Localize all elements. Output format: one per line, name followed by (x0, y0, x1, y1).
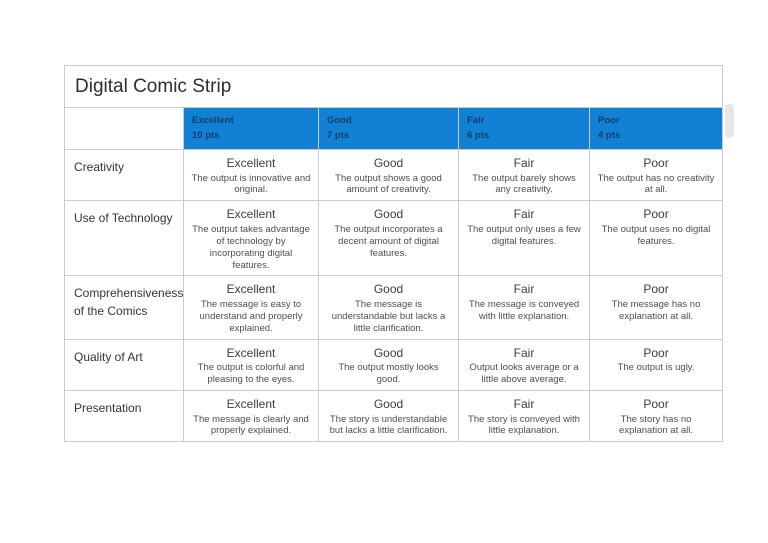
rating-header-label: Poor (598, 115, 620, 127)
rubric-title: Digital Comic Strip (63, 65, 724, 108)
rating-header-excellent[interactable]: Excellent 10 pts (183, 107, 319, 150)
rating-cell-heading: Good (373, 397, 404, 411)
rating-cell-description: The output takes advantage of technology… (192, 223, 310, 271)
corner-cell (64, 107, 184, 150)
rating-cell[interactable]: Fair The output only uses a few digital f… (458, 200, 590, 277)
criterion-row: Presentation Excellent The message is clea… (64, 389, 724, 443)
rating-header-points: 6 pts (467, 129, 490, 141)
criterion-label: Comprehensiveness of the Comics (64, 275, 184, 340)
rating-header-good[interactable]: Good 7 pts (318, 107, 459, 150)
rating-header-points: 10 pts (192, 129, 220, 141)
rating-cell-description: The message is understandable but lacks … (331, 299, 446, 334)
rating-cell[interactable]: Good The output shows a good amount of cr… (318, 148, 459, 202)
rating-cell[interactable]: Good The output mostly looks good. (318, 338, 459, 392)
criterion-row: Creativity Excellent The output is innovat… (64, 148, 724, 202)
rating-cell[interactable]: Poor The output is ugly. (588, 338, 724, 392)
rating-cell-description: The output shows a good amount of creati… (335, 172, 442, 196)
rating-cell-heading: Poor (643, 282, 669, 297)
criterion-label: Quality of Art (64, 338, 184, 392)
rating-cell[interactable]: Good The story is understandable but lack… (318, 389, 459, 443)
rating-cell-description: The story is understandable but lacks a … (329, 413, 448, 437)
rating-cell-description: The output is colorful and pleasing to t… (197, 362, 305, 386)
rating-cell-description: The message is conveyed with little expl… (468, 299, 580, 322)
title-row: Digital Comic Strip (63, 65, 724, 108)
rating-cell-heading: Excellent (226, 397, 276, 411)
rating-cell-heading: Good (373, 207, 404, 222)
criterion-row: Use of Technology Excellent The output tak… (64, 200, 724, 277)
rating-cell[interactable]: Fair The story is conveyed with little ex… (458, 389, 590, 443)
rating-cell-heading: Fair (513, 282, 535, 297)
rating-cell-description: The story has no explanation at all. (619, 413, 693, 437)
rating-cell-description: Output looks average or a little above a… (469, 362, 579, 386)
rating-cell-description: The story is conveyed with little explan… (468, 413, 580, 437)
rating-cell-description: The output barely shows any creativity. (472, 172, 576, 196)
rating-cell-heading: Poor (643, 156, 669, 170)
rating-cell-description: The output has no creativity at all. (597, 172, 715, 196)
rating-header-label: Good (327, 115, 352, 127)
criterion-label: Creativity (64, 148, 184, 202)
rating-cell-heading: Poor (643, 397, 669, 411)
criterion-label: Use of Technology (64, 200, 184, 277)
rating-cell-description: The output uses no digital features. (601, 223, 711, 247)
rating-cell-heading: Fair (513, 207, 535, 222)
rating-header-points: 4 pts (598, 129, 621, 141)
rating-header-label: Excellent (192, 115, 234, 127)
rating-cell-description: The output incorporates a decent amount … (334, 223, 443, 259)
rating-cell-heading: Excellent (226, 207, 276, 222)
rating-cell[interactable]: Fair Output looks average or a little abo… (458, 338, 590, 392)
rating-cell-description: The message is clearly and properly expl… (193, 413, 309, 437)
rating-cell[interactable]: Excellent The output takes advantage of t… (183, 200, 319, 277)
criterion-label: Presentation (64, 389, 184, 443)
rating-cell-heading: Fair (513, 345, 535, 360)
rating-cell-description: The output only uses a few digital featu… (467, 223, 581, 247)
rating-cell-heading: Fair (513, 397, 535, 411)
rating-cell[interactable]: Excellent The output is innovative and or… (183, 148, 319, 202)
rating-header-fair[interactable]: Fair 6 pts (458, 107, 590, 150)
criterion-row: Quality of Art Excellent The output is col… (64, 338, 724, 392)
rating-cell-heading: Good (373, 282, 404, 297)
rating-cell-heading: Excellent (226, 156, 276, 170)
rating-cell-description: The message has no explanation at all. (611, 299, 701, 322)
rating-cell-heading: Good (373, 345, 404, 360)
rating-cell[interactable]: Poor The message has no explanation at al… (588, 275, 724, 340)
rating-cell[interactable]: Poor The output has no creativity at all. (588, 148, 724, 202)
rating-cell-heading: Poor (643, 345, 669, 360)
rating-cell[interactable]: Good The message is understandable but la… (318, 275, 459, 340)
rating-header-label: Fair (467, 115, 485, 127)
rating-header-row: Excellent 10 pts Good 7 pts Fair 6 pts Poor 4 p… (64, 107, 724, 150)
scrollbar-thumb[interactable] (725, 104, 734, 138)
rating-cell[interactable]: Good The output incorporates a decent amo… (318, 200, 459, 277)
rating-cell-description: The output is ugly. (617, 362, 695, 374)
rating-cell[interactable]: Excellent The message is easy to understa… (183, 275, 319, 340)
rating-cell[interactable]: Poor The story has no explanation at all. (588, 389, 724, 443)
rating-cell-heading: Fair (513, 156, 535, 170)
rating-cell[interactable]: Poor The output uses no digital features. (588, 200, 724, 277)
rating-cell-description: The output is innovative and original. (191, 172, 311, 196)
rating-cell[interactable]: Excellent The message is clearly and prop… (183, 389, 319, 443)
rating-cell-heading: Excellent (226, 345, 276, 360)
criterion-row: Comprehensiveness of the Comics Excellent… (64, 275, 724, 340)
rating-cell-description: The output mostly looks good. (338, 362, 439, 386)
rating-cell[interactable]: Fair The output barely shows any creativi… (458, 148, 590, 202)
rating-cell-heading: Poor (643, 207, 669, 222)
rating-cell-description: The message is easy to understand and pr… (199, 299, 303, 334)
rating-cell[interactable]: Excellent The output is colorful and plea… (183, 338, 319, 392)
rating-cell-heading: Excellent (226, 282, 276, 297)
rating-cell[interactable]: Fair The message is conveyed with little … (458, 275, 590, 340)
rating-header-poor[interactable]: Poor 4 pts (588, 107, 724, 150)
rating-header-points: 7 pts (327, 129, 350, 141)
rating-cell-heading: Good (373, 156, 404, 170)
rubric-table: Digital Comic Strip Excellent 10 pts Good 7… (63, 65, 724, 443)
